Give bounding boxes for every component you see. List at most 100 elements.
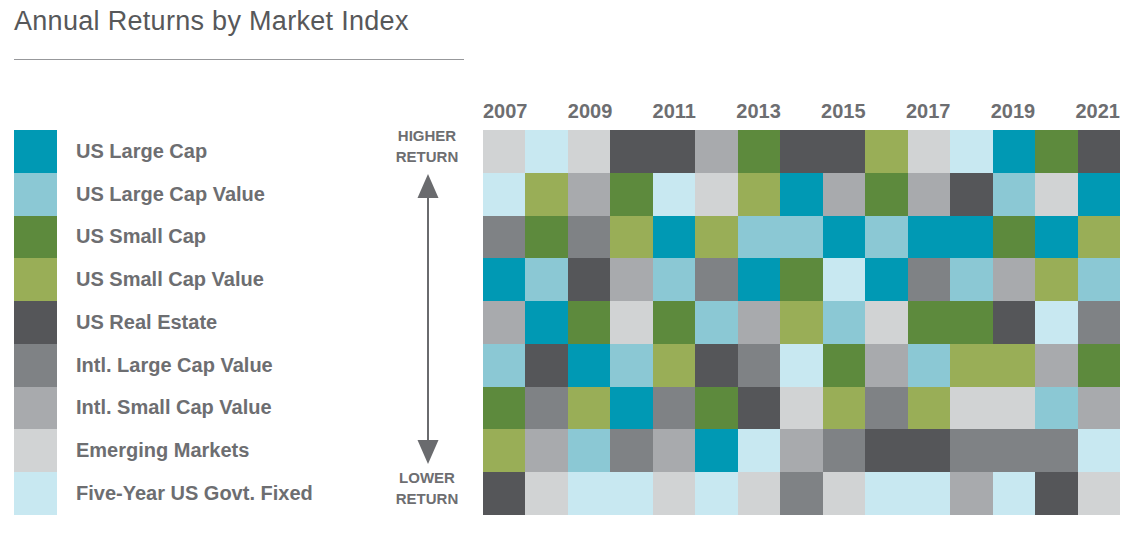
grid-cell-2020-rank7-us_large_cap_value [1035, 387, 1077, 430]
up-down-arrow-icon [414, 174, 442, 464]
grid-cell-2018-rank1-five_year_govt [950, 130, 992, 173]
grid-cell-2017-rank8-us_real_estate [908, 429, 950, 472]
grid-cell-2016-rank9-five_year_govt [865, 472, 907, 515]
grid-cell-2019-rank4-intl_small_cap_value [993, 258, 1035, 301]
legend: US Large CapUS Large Cap ValueUS Small C… [14, 130, 313, 515]
grid-cell-2007-rank8-us_small_cap_value [483, 429, 525, 472]
grid-cell-2013-rank5-intl_small_cap_value [738, 301, 780, 344]
grid-cell-2015-rank7-us_small_cap_value [823, 387, 865, 430]
grid-cell-2010-rank6-us_large_cap_value [610, 344, 652, 387]
grid-cell-2007-rank3-intl_large_cap_value [483, 216, 525, 259]
year-tick: 2009 [568, 97, 613, 123]
grid-cell-2007-rank6-us_large_cap_value [483, 344, 525, 387]
grid-cell-2020-rank9-us_real_estate [1035, 472, 1077, 515]
grid-cell-2020-rank5-five_year_govt [1035, 301, 1077, 344]
grid-cell-2013-rank8-five_year_govt [738, 429, 780, 472]
grid-cell-2009-rank6-us_large_cap [568, 344, 610, 387]
year-tick: 2011 [653, 97, 696, 123]
grid-cell-2012-rank2-emerging_markets [695, 173, 737, 216]
grid-cell-2012-rank3-us_small_cap_value [695, 216, 737, 259]
grid-cell-2014-rank5-us_small_cap_value [780, 301, 822, 344]
grid-cell-2013-rank7-us_real_estate [738, 387, 780, 430]
grid-cell-2007-rank1-emerging_markets [483, 130, 525, 173]
grid-cell-2020-rank3-us_large_cap [1035, 216, 1077, 259]
grid-cell-2011-rank3-us_large_cap [653, 216, 695, 259]
grid-cell-2018-rank8-intl_large_cap_value [950, 429, 992, 472]
legend-item-us_large_cap_value: US Large Cap Value [14, 173, 313, 216]
legend-swatch-us_small_cap_value [14, 258, 57, 301]
legend-label: US Small Cap [76, 225, 206, 248]
grid-cell-2021-rank3-us_small_cap_value [1078, 216, 1120, 259]
grid-cell-2016-rank2-us_small_cap [865, 173, 907, 216]
grid-cell-2011-rank1-us_real_estate [653, 130, 695, 173]
legend-label: Intl. Small Cap Value [76, 396, 272, 419]
grid-cell-2015-rank2-intl_small_cap_value [823, 173, 865, 216]
grid-cell-2017-rank9-five_year_govt [908, 472, 950, 515]
grid-cell-2009-rank9-five_year_govt [568, 472, 610, 515]
legend-swatch-us_small_cap [14, 216, 57, 259]
grid-cell-2011-rank7-intl_large_cap_value [653, 387, 695, 430]
page: Annual Returns by Market Index US Large … [0, 0, 1133, 536]
legend-swatch-emerging_markets [14, 429, 57, 472]
legend-label: US Large Cap Value [76, 183, 265, 206]
grid-cell-2019-rank9-five_year_govt [993, 472, 1035, 515]
grid-cell-2010-rank4-intl_small_cap_value [610, 258, 652, 301]
grid-cell-2012-rank4-intl_large_cap_value [695, 258, 737, 301]
grid-cell-2021-rank4-us_large_cap_value [1078, 258, 1120, 301]
grid-cell-2007-rank5-intl_small_cap_value [483, 301, 525, 344]
legend-swatch-us_large_cap_value [14, 173, 57, 216]
year-tick: 2019 [991, 97, 1036, 123]
grid-cell-2013-rank1-us_small_cap [738, 130, 780, 173]
grid-cell-2021-rank6-us_small_cap [1078, 344, 1120, 387]
grid-cell-2019-rank5-us_real_estate [993, 301, 1035, 344]
grid-cell-2012-rank7-us_small_cap [695, 387, 737, 430]
legend-item-emerging_markets: Emerging Markets [14, 429, 313, 472]
grid-cell-2008-rank4-us_large_cap_value [525, 258, 567, 301]
grid-cell-2010-rank9-five_year_govt [610, 472, 652, 515]
grid-cell-2019-rank8-intl_large_cap_value [993, 429, 1035, 472]
grid-cell-2018-rank9-intl_small_cap_value [950, 472, 992, 515]
grid-cell-2018-rank5-us_small_cap [950, 301, 992, 344]
grid-cell-2012-rank9-five_year_govt [695, 472, 737, 515]
grid-cell-2010-rank5-emerging_markets [610, 301, 652, 344]
grid-cell-2007-rank2-five_year_govt [483, 173, 525, 216]
legend-item-us_real_estate: US Real Estate [14, 301, 313, 344]
grid-cell-2008-rank1-five_year_govt [525, 130, 567, 173]
grid-cell-2021-rank7-intl_small_cap_value [1078, 387, 1120, 430]
grid-cell-2014-rank6-five_year_govt [780, 344, 822, 387]
grid-cell-2021-rank2-us_large_cap [1078, 173, 1120, 216]
legend-label: US Small Cap Value [76, 268, 264, 291]
year-tick: 2017 [906, 97, 951, 123]
grid-cell-2020-rank4-us_small_cap_value [1035, 258, 1077, 301]
grid-cell-2016-rank4-us_large_cap [865, 258, 907, 301]
grid-cell-2013-rank9-emerging_markets [738, 472, 780, 515]
grid-cell-2017-rank6-us_large_cap_value [908, 344, 950, 387]
grid-cell-2013-rank6-intl_large_cap_value [738, 344, 780, 387]
grid-cell-2008-rank6-us_real_estate [525, 344, 567, 387]
grid-cell-2012-rank5-us_large_cap_value [695, 301, 737, 344]
grid-cell-2021-rank5-intl_large_cap_value [1078, 301, 1120, 344]
grid-cell-2009-rank4-us_real_estate [568, 258, 610, 301]
grid-cell-2007-rank9-us_real_estate [483, 472, 525, 515]
grid-cell-2011-rank8-intl_small_cap_value [653, 429, 695, 472]
grid-cell-2016-rank6-intl_small_cap_value [865, 344, 907, 387]
grid-cell-2015-rank1-us_real_estate [823, 130, 865, 173]
grid-cell-2014-rank4-us_small_cap [780, 258, 822, 301]
grid-cell-2015-rank5-us_large_cap_value [823, 301, 865, 344]
grid-cell-2015-rank9-emerging_markets [823, 472, 865, 515]
grid-cell-2016-rank8-us_real_estate [865, 429, 907, 472]
grid-cell-2017-rank4-intl_large_cap_value [908, 258, 950, 301]
legend-label: Intl. Large Cap Value [76, 354, 273, 377]
grid-cell-2017-rank3-us_large_cap [908, 216, 950, 259]
grid-cell-2014-rank3-us_large_cap_value [780, 216, 822, 259]
grid-cell-2014-rank2-us_large_cap [780, 173, 822, 216]
lower-return-label: LOWER RETURN [382, 467, 472, 509]
grid-cell-2018-rank7-emerging_markets [950, 387, 992, 430]
grid-cell-2007-rank4-us_large_cap [483, 258, 525, 301]
grid-cell-2015-rank4-five_year_govt [823, 258, 865, 301]
legend-swatch-us_real_estate [14, 301, 57, 344]
grid-cell-2011-rank9-emerging_markets [653, 472, 695, 515]
grid-cell-2011-rank5-us_small_cap [653, 301, 695, 344]
grid-cell-2019-rank3-us_small_cap [993, 216, 1035, 259]
grid-cell-2016-rank7-intl_large_cap_value [865, 387, 907, 430]
